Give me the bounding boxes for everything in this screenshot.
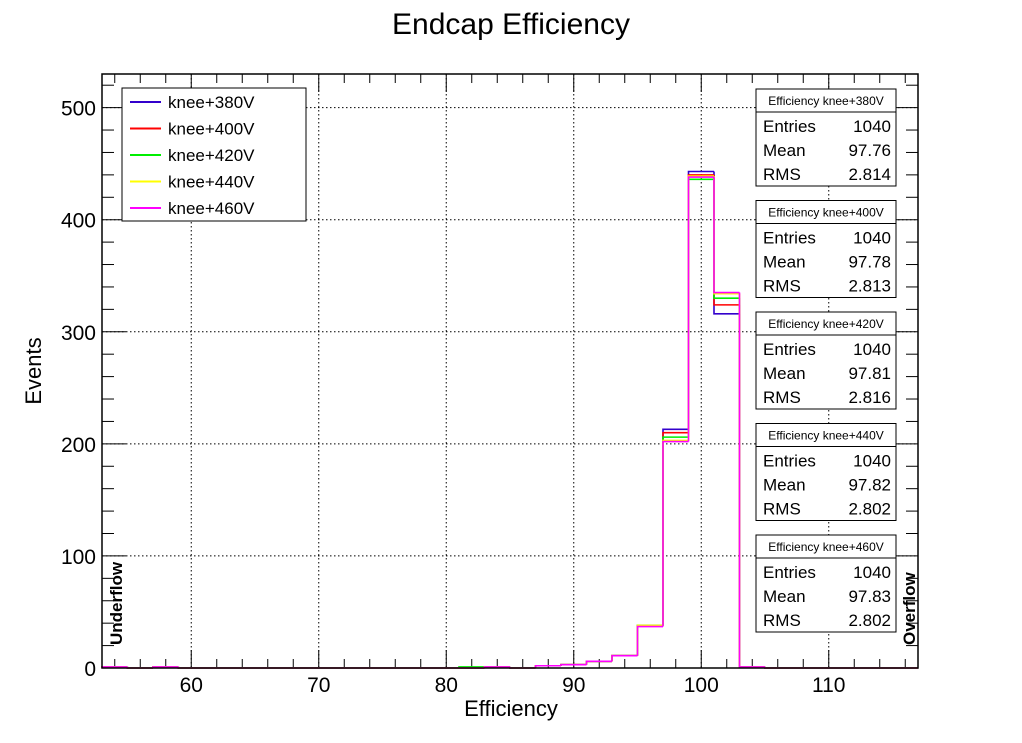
stats-boxes: Efficiency knee+380V Entries 1040 Mean 97.76… xyxy=(755,88,897,633)
y-tick-label: 500 xyxy=(61,98,96,121)
stats-row-label: Mean xyxy=(763,476,806,495)
histogram-bin xyxy=(713,175,740,295)
stats-row-value: 1040 xyxy=(853,563,891,582)
stats-row-label: Entries xyxy=(763,563,816,582)
histogram-bin xyxy=(687,174,714,433)
stats-row-value: 1040 xyxy=(853,340,891,359)
stats-box: Efficiency knee+400V Entries 1040 Mean 97.78… xyxy=(755,200,897,298)
y-tick-label: 0 xyxy=(84,658,96,681)
underflow-label: Underflow xyxy=(107,561,126,645)
stats-row-label: RMS xyxy=(763,165,801,184)
stats-box: Efficiency knee+420V Entries 1040 Mean 97.81… xyxy=(755,311,897,410)
histogram-bin xyxy=(738,292,765,668)
stats-row-value: 2.816 xyxy=(848,388,891,407)
y-axis-label: Events xyxy=(21,337,46,404)
stats-box-title: Efficiency knee+460V xyxy=(768,540,884,554)
y-tick-label: 300 xyxy=(61,322,96,345)
histogram-bin xyxy=(713,179,740,299)
histogram-bin xyxy=(636,624,663,656)
histogram-bin xyxy=(662,436,689,626)
stats-row-label: RMS xyxy=(763,277,801,296)
histogram-bin xyxy=(560,663,587,666)
stats-box-title: Efficiency knee+420V xyxy=(768,317,884,331)
x-axis-label: Efficiency xyxy=(464,696,558,721)
histogram-bin xyxy=(611,654,638,662)
histogram-bin xyxy=(636,624,663,656)
stats-box: Efficiency knee+460V Entries 1040 Mean 97.83… xyxy=(755,534,897,633)
histogram-bin xyxy=(636,625,663,656)
stats-box-title: Efficiency knee+440V xyxy=(768,429,884,443)
x-tick-label: 70 xyxy=(307,674,330,697)
stats-row-label: Entries xyxy=(763,452,816,471)
stats-row-label: Mean xyxy=(763,253,806,272)
overflow-label: Overflow xyxy=(900,571,919,645)
axis-ticks xyxy=(102,74,918,669)
stats-box-frame xyxy=(755,200,897,298)
stats-row-value: 2.814 xyxy=(848,165,891,184)
stats-box-frame xyxy=(755,534,897,633)
stats-row-label: Mean xyxy=(763,141,806,160)
x-tick-label: 80 xyxy=(435,674,458,697)
legend-entry: knee+400V xyxy=(168,120,255,139)
legend-entry: knee+460V xyxy=(168,199,255,218)
histogram-bin xyxy=(687,175,714,441)
histogram-bin xyxy=(585,660,612,665)
x-tick-label: 60 xyxy=(180,674,203,697)
histogram-bin xyxy=(662,440,689,627)
stats-row-label: RMS xyxy=(763,611,801,630)
stats-row-value: 2.802 xyxy=(848,500,891,519)
legend: knee+380V knee+400V knee+420V knee+440V knee… xyxy=(121,87,307,222)
stats-box-frame xyxy=(755,423,897,521)
stats-row-value: 97.81 xyxy=(848,364,891,383)
legend-entry: knee+420V xyxy=(168,146,255,165)
histogram-bin xyxy=(636,624,663,656)
y-tick-label: 400 xyxy=(61,210,96,233)
legend-entry: knee+440V xyxy=(168,173,255,192)
stats-box: Efficiency knee+440V Entries 1040 Mean 97.82… xyxy=(755,423,897,521)
stats-row-value: 1040 xyxy=(853,117,891,136)
stats-row-label: RMS xyxy=(763,388,801,407)
legend-entry: knee+380V xyxy=(168,93,255,112)
x-tick-label: 100 xyxy=(684,674,719,697)
stats-row-label: Mean xyxy=(763,587,806,606)
histogram-bin xyxy=(662,439,689,626)
stats-box-title: Efficiency knee+380V xyxy=(768,94,884,108)
histogram-bin xyxy=(662,428,689,626)
histogram-bin xyxy=(713,177,740,294)
histogram-bin xyxy=(636,624,663,656)
stats-row-label: Entries xyxy=(763,340,816,359)
histogram-bin xyxy=(662,431,689,626)
stats-box-frame xyxy=(755,88,897,187)
stats-box-title: Efficiency knee+400V xyxy=(768,206,884,220)
stats-row-label: Mean xyxy=(763,364,806,383)
stats-row-value: 2.802 xyxy=(848,611,891,630)
stats-row-value: 1040 xyxy=(853,452,891,471)
stats-row-value: 2.813 xyxy=(848,277,891,296)
stats-row-label: RMS xyxy=(763,500,801,519)
y-tick-labels: 0 100 200 300 400 500 xyxy=(61,98,96,681)
stats-row-value: 97.83 xyxy=(848,587,891,606)
y-tick-label: 200 xyxy=(61,434,96,457)
stats-row-value: 97.78 xyxy=(848,253,891,272)
stats-row-value: 1040 xyxy=(853,229,891,248)
y-tick-label: 100 xyxy=(61,546,96,569)
stats-row-label: Entries xyxy=(763,229,816,248)
plot-frame xyxy=(101,73,919,669)
histogram-bin xyxy=(713,174,740,306)
stats-row-value: 97.82 xyxy=(848,476,891,495)
x-tick-labels: 60 70 80 90 100 110 xyxy=(180,674,846,697)
stats-box: Efficiency knee+380V Entries 1040 Mean 97.76… xyxy=(755,88,897,187)
chart-title: Endcap Efficiency xyxy=(392,8,630,41)
x-tick-label: 90 xyxy=(562,674,585,697)
stats-row-label: Entries xyxy=(763,117,816,136)
histogram-bin xyxy=(687,176,714,442)
stats-row-value: 97.76 xyxy=(848,141,891,160)
stats-box-frame xyxy=(755,311,897,410)
x-tick-label: 110 xyxy=(812,674,845,697)
